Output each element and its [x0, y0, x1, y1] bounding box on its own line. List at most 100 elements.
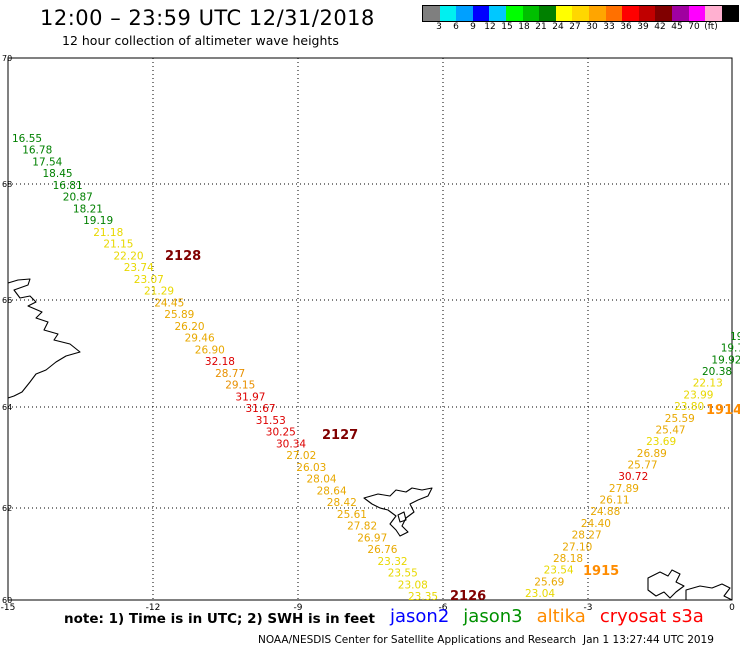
color-scale-label: 6 [453, 22, 459, 32]
wave-height-label: 26.76 [367, 544, 397, 556]
wave-height-label: 25.47 [656, 425, 686, 437]
wave-height-label: 29.46 [185, 333, 215, 345]
lon-tick-label: -6 [439, 603, 448, 613]
wave-height-label: 28.77 [215, 368, 245, 380]
wave-height-label: 26.11 [600, 495, 630, 507]
page-subtitle: 12 hour collection of altimeter wave hei… [62, 33, 339, 48]
satellite-legend: jason2 jason3 altika cryosat s3a [390, 606, 718, 627]
lon-tick-label: -15 [1, 603, 16, 613]
wave-height-label: 19.92 [711, 354, 740, 366]
wave-height-label: 23.54 [544, 565, 574, 577]
wave-height-label: 31.97 [235, 391, 265, 403]
page-title: 12:00 – 23:59 UTC 12/31/2018 [40, 6, 375, 30]
wave-height-label: 30.72 [618, 471, 648, 483]
color-scale-label: 18 [518, 22, 530, 32]
color-scale-label: 42 [654, 22, 666, 32]
wave-height-label: 24.88 [590, 506, 620, 518]
wave-height-label: 18.45 [43, 168, 73, 180]
color-swatch [671, 6, 689, 21]
lon-tick-label: 0 [729, 603, 735, 613]
wave-height-label: 24.40 [581, 518, 611, 530]
wave-height-label: 31.53 [256, 415, 286, 427]
color-swatch [539, 6, 556, 21]
wave-height-label: 23.69 [646, 436, 676, 448]
wave-height-label: 23.04 [525, 588, 555, 600]
legend-item: jason3 [463, 606, 523, 627]
wave-height-label: 25.59 [665, 413, 695, 425]
color-swatch [688, 6, 706, 21]
color-scale-label: 15 [501, 22, 513, 32]
color-swatch [638, 6, 656, 21]
lon-tick-label: -12 [146, 603, 161, 613]
color-scale-label: 45 [671, 22, 683, 32]
lat-tick-label: 64 [2, 403, 12, 412]
wave-height-label: 26.03 [296, 462, 326, 474]
color-swatch [439, 6, 457, 21]
color-scale-label: 21 [535, 22, 547, 32]
wave-height-label: 28.18 [553, 553, 583, 565]
wave-height-label: 23.08 [398, 579, 428, 591]
color-swatch [522, 6, 540, 21]
wave-height-label: 23.74 [124, 262, 154, 274]
color-scale-label: 33 [603, 22, 615, 32]
color-scale-label: 39 [637, 22, 649, 32]
wave-height-label: 20.38 [702, 366, 732, 378]
wave-height-label: 16.55 [12, 133, 42, 145]
wave-height-label: 22.13 [693, 378, 723, 390]
color-scale-bar [422, 5, 740, 22]
color-swatch [705, 6, 722, 21]
wave-height-label: 28.04 [307, 474, 337, 486]
wave-height-label: 26.97 [357, 532, 387, 544]
wave-height-label: 23.55 [388, 568, 418, 580]
color-swatch [605, 6, 623, 21]
coastline-faroe [363, 487, 433, 537]
color-scale-label: 3 [436, 22, 442, 32]
color-swatch [655, 6, 672, 21]
coastline-shetland [647, 569, 685, 599]
color-scale-label: 12 [484, 22, 496, 32]
wave-height-label: 25.89 [164, 309, 194, 321]
lat-tick-label: 68 [2, 180, 12, 189]
map-grid [7, 57, 733, 601]
wave-height-label: 27.02 [286, 450, 316, 462]
wave-height-label: 22.20 [114, 250, 144, 262]
wave-height-label: 19.7 [721, 343, 740, 355]
pass-id-label: 1915 [583, 564, 619, 579]
wave-height-label: 30.25 [266, 427, 296, 439]
lat-tick-label: 62 [2, 504, 12, 513]
credit-text: NOAA/NESDIS Center for Satellite Applica… [258, 634, 576, 646]
wave-height-label: 23.80 [674, 401, 704, 413]
wave-height-label: 23.35 [408, 591, 438, 603]
lat-tick-label: 60 [2, 596, 12, 605]
wave-height-label: 19.19 [83, 215, 113, 227]
pass-id-label: 2127 [322, 428, 358, 443]
color-scale-label: 24 [552, 22, 564, 32]
lat-tick-label: 70 [2, 54, 12, 63]
legend-item: cryosat s3a [599, 606, 704, 627]
color-scale-label: 27 [569, 22, 581, 32]
color-scale-label: 36 [620, 22, 632, 32]
wave-height-label: 25.61 [337, 509, 367, 521]
coastline-norway [685, 583, 733, 601]
wave-height-label: 23.07 [134, 274, 164, 286]
wave-height-label: 25.77 [628, 460, 658, 472]
wave-height-label: 20.87 [63, 192, 93, 204]
axis-labels: -15 -12 -9 -6 -3 0 70 68 66 64 62 60 [1, 54, 735, 613]
color-swatch [555, 6, 573, 21]
wave-height-label: 21.29 [144, 286, 174, 298]
track-a-labels: 16.5516.7817.5418.4516.8120.8718.2119.19… [12, 133, 438, 603]
color-swatch [423, 6, 440, 21]
color-scale-label: (ft) [704, 22, 718, 32]
wave-height-label: 28.42 [327, 497, 357, 509]
wave-height-label: 31.67 [246, 403, 276, 415]
wave-height-label: 26.89 [637, 448, 667, 460]
color-scale-label: 30 [586, 22, 598, 32]
wave-height-label: 18.21 [73, 204, 103, 216]
pass-id-label: 2128 [165, 249, 201, 264]
wave-height-label: 29.15 [225, 380, 255, 392]
color-swatch [472, 6, 490, 21]
legend-item: altika [536, 606, 586, 627]
color-scale-labels: 3 6 9 12 15 18 21 24 27 30 33 36 39 42 45 70 (ft) [422, 22, 740, 34]
generated-timestamp: Jan 1 13:27:44 UTC 2019 [583, 634, 714, 646]
